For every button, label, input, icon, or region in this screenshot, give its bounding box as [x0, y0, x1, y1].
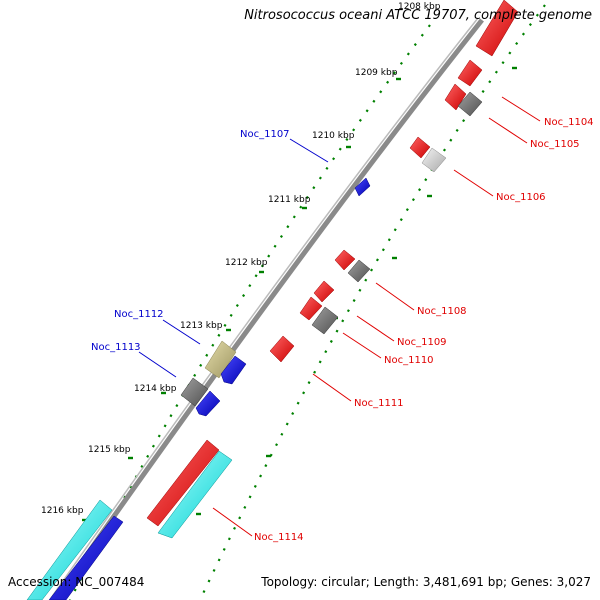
- tick-label: 1211 kbp: [268, 195, 311, 205]
- leader-noc-1106: [453, 169, 494, 197]
- feature-blue-1216[interactable]: [48, 515, 124, 600]
- map-title: Nitrosococcus oceani ATCC 19707, complet…: [244, 8, 592, 23]
- gc-content-track: [69, 4, 546, 600]
- tick-label: 1214 kbp: [134, 384, 177, 394]
- leader-noc-1111: [312, 373, 352, 402]
- gene-label-noc-1107[interactable]: Noc_1107: [240, 129, 290, 140]
- feature-noc-1108[interactable]: [334, 249, 371, 283]
- feature-noc-1111[interactable]: [269, 335, 295, 363]
- tick-label: 1208 kbp: [398, 2, 441, 12]
- feature-blue-1214[interactable]: [195, 390, 221, 417]
- tick-label: 1212 kbp: [225, 258, 268, 268]
- gc-dots-inner: [199, 4, 546, 600]
- gene-label-noc-1109[interactable]: Noc_1109: [397, 337, 447, 348]
- gene-label-noc-1110[interactable]: Noc_1110: [384, 355, 434, 366]
- feature-noc-1106[interactable]: [409, 136, 447, 173]
- leader-noc-1108: [375, 282, 415, 311]
- topology-value: circular;: [321, 575, 370, 589]
- genes-value: 3,027: [556, 575, 591, 589]
- leader-noc-1114: [212, 507, 253, 537]
- topology-info: Topology: circular; Length: 3,481,691 bp…: [261, 575, 591, 589]
- feature-noc-1109[interactable]: [299, 280, 335, 321]
- leader-lines: [138, 96, 541, 537]
- feature-noc-1110[interactable]: [311, 306, 339, 335]
- feature-noc-1107[interactable]: [354, 177, 371, 197]
- feature-noc-1114[interactable]: [146, 439, 233, 539]
- tick-label: 1213 kbp: [180, 321, 223, 331]
- tick-label: 1216 kbp: [41, 506, 84, 516]
- leader-noc-1110: [342, 332, 382, 359]
- feature-noc-1113[interactable]: [220, 355, 247, 385]
- gene-label-noc-1113[interactable]: Noc_1113: [91, 342, 141, 353]
- leader-noc-1107: [289, 138, 329, 163]
- genome-backbone-highlight: [50, 17, 479, 599]
- leader-noc-1109: [356, 315, 395, 342]
- leader-noc-1112: [162, 319, 201, 345]
- gene-label-noc-1112[interactable]: Noc_1112: [114, 309, 164, 320]
- leader-noc-1104: [501, 96, 541, 122]
- tick-marks: [82, 66, 517, 522]
- accession-value: NC_007484: [75, 575, 145, 589]
- feature-gray-1214[interactable]: [180, 377, 209, 407]
- accession-label: Accession:: [8, 575, 72, 589]
- tick-label: 1215 kbp: [88, 445, 131, 455]
- leader-noc-1113: [138, 351, 177, 378]
- feature-noc-1104[interactable]: [444, 59, 483, 111]
- genes-label: Genes:: [510, 575, 553, 589]
- gene-label-noc-1106[interactable]: Noc_1106: [496, 192, 546, 203]
- feature-noc-1112[interactable]: [204, 340, 237, 379]
- accession-info: Accession: NC_007484: [8, 575, 144, 589]
- gene-label-noc-1104[interactable]: Noc_1104: [544, 117, 594, 128]
- tick-label: 1209 kbp: [355, 68, 398, 78]
- topology-label: Topology:: [261, 575, 318, 589]
- length-value: 3,481,691 bp;: [422, 575, 508, 589]
- feature-top-red[interactable]: [475, 0, 519, 57]
- length-label: Length:: [373, 575, 420, 589]
- gene-label-noc-1108[interactable]: Noc_1108: [417, 306, 467, 317]
- gene-label-noc-1111[interactable]: Noc_1111: [354, 398, 404, 409]
- genome-backbone: [52, 18, 484, 600]
- tick-label: 1210 kbp: [312, 131, 355, 141]
- leader-noc-1105: [488, 117, 528, 144]
- gc-dots-outer: [69, 24, 431, 600]
- gene-label-noc-1114[interactable]: Noc_1114: [254, 532, 304, 543]
- gene-label-noc-1105[interactable]: Noc_1105: [530, 139, 580, 150]
- feature-noc-1105[interactable]: [457, 91, 483, 117]
- feature-rna-1216-a[interactable]: [26, 499, 113, 600]
